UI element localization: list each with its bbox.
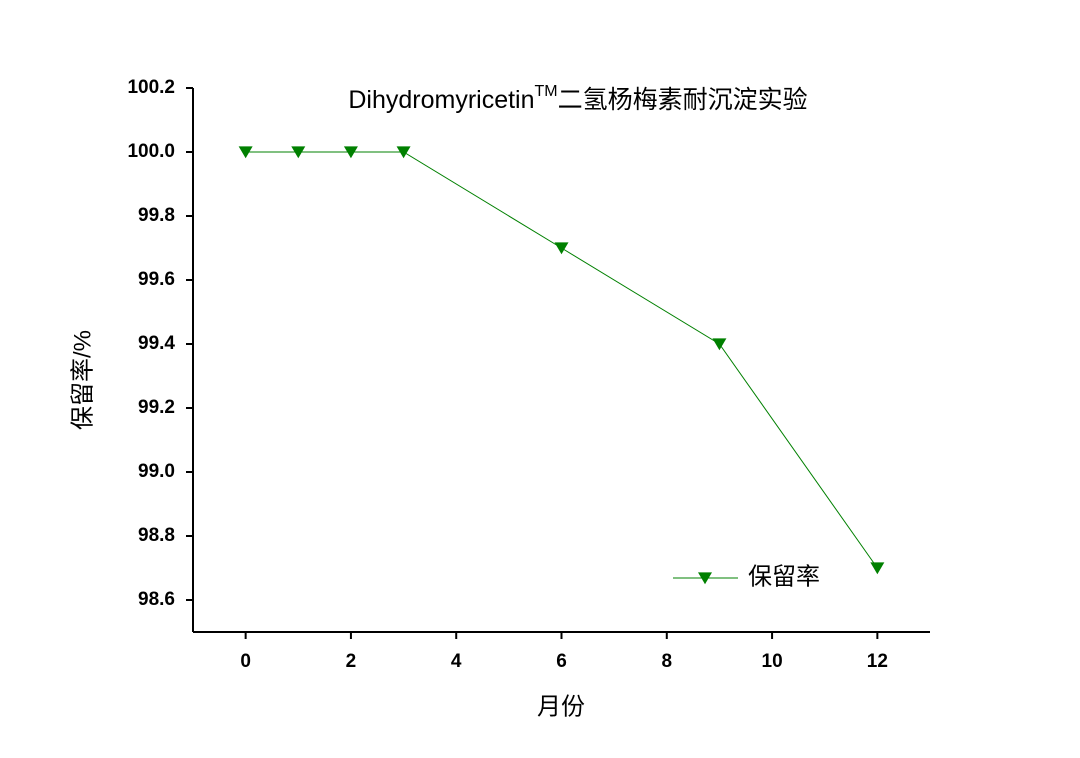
y-tick-label: 99.2 [138,397,175,418]
y-tick-label: 98.8 [138,525,175,546]
point-marker [870,562,885,575]
point-marker [291,146,306,159]
series-line [245,151,878,569]
x-tick-label: 8 [661,651,672,672]
x-tick-label: 4 [451,651,462,672]
title-superscript: TM [535,83,558,100]
y-tick-label: 99.0 [138,461,175,482]
y-tick-label: 99.8 [138,205,175,226]
y-axis-label: 保留率/% [69,330,96,430]
x-tick-label: 12 [867,651,888,672]
chart-title: DihydromyricetinTM二氢杨梅素耐沉淀实验 [348,83,807,113]
point-marker [396,146,411,159]
point-marker [554,242,569,255]
x-tick-label: 10 [762,651,783,672]
x-axis-label: 月份 [537,693,585,720]
y-tick-label: 100.2 [127,77,175,98]
point-marker [238,146,253,159]
x-tick-label: 0 [240,651,251,672]
title-main: Dihydromyricetin [348,86,534,114]
y-tick-label: 98.6 [138,589,175,610]
x-tick-label: 2 [346,651,357,672]
point-marker [712,338,727,351]
y-tick-label: 100.0 [127,141,175,162]
legend-marker [698,572,712,585]
legend-label: 保留率 [748,563,820,590]
title-suffix: 二氢杨梅素耐沉淀实验 [558,86,808,114]
x-tick-label: 6 [556,651,567,672]
point-marker [343,146,358,159]
y-tick-label: 99.6 [138,269,175,290]
y-tick-label: 99.4 [138,333,175,354]
